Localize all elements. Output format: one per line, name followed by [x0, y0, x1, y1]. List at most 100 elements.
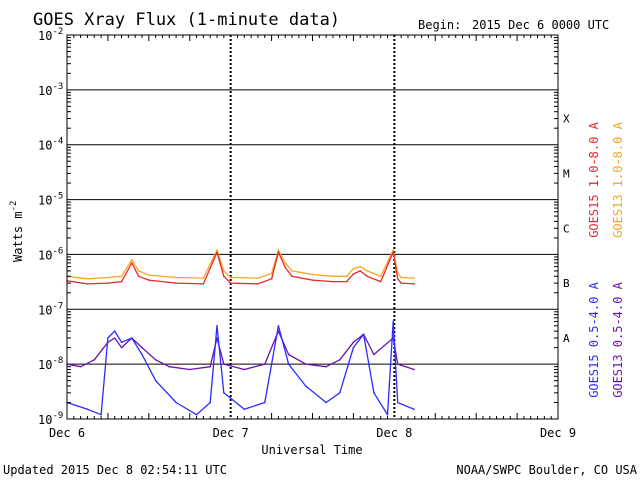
series-goes15-1-0-8-0-a — [66, 251, 415, 285]
data-point — [131, 337, 133, 339]
data-point — [386, 413, 389, 416]
legend-entry: GOES15 1.0-8.0 A — [587, 121, 601, 237]
data-point — [189, 368, 191, 371]
data-point — [175, 401, 177, 404]
data-point — [277, 251, 280, 253]
y-tick-label: 10-2 — [38, 27, 63, 43]
data-point — [311, 279, 314, 281]
data-point — [86, 278, 89, 280]
legend-entry: GOES13 1.0-8.0 A — [611, 121, 625, 237]
flare-class-labels: X M C B A — [563, 113, 570, 345]
x-tick-label: Dec 9 — [540, 426, 576, 440]
data-point — [284, 262, 287, 264]
data-point — [352, 346, 355, 349]
data-point — [352, 341, 355, 344]
data-point — [413, 368, 415, 371]
y-tick-label: 10-7 — [38, 301, 63, 317]
flare-class-A: A — [563, 332, 570, 345]
data-point — [209, 365, 211, 368]
data-point — [120, 275, 123, 278]
data-point — [264, 401, 266, 404]
data-point — [287, 353, 290, 356]
y-tick-label: 10-9 — [38, 411, 63, 427]
legend: GOES15 1.0-8.0 A GOES13 1.0-8.0 A GOES15 0… — [587, 121, 625, 397]
data-point — [392, 320, 395, 323]
flare-class-M: M — [563, 167, 570, 180]
data-point — [175, 276, 177, 279]
legend-entry: GOES13 0.5-4.0 A — [611, 281, 625, 397]
data-point — [202, 283, 205, 285]
series-layer — [66, 249, 415, 416]
flare-class-C: C — [563, 222, 570, 235]
data-point — [120, 341, 123, 344]
data-point — [131, 258, 133, 261]
data-point — [86, 408, 89, 411]
data-point — [392, 251, 395, 253]
data-point — [229, 276, 232, 279]
data-point — [100, 413, 102, 416]
series-goes15-0-5-4-0-a — [66, 320, 415, 416]
data-point — [257, 277, 259, 279]
data-point — [243, 368, 246, 371]
data-point — [229, 282, 232, 284]
data-point — [107, 276, 109, 279]
data-point — [120, 346, 123, 349]
data-point — [325, 401, 327, 404]
updated-timestamp: Updated 2015 Dec 8 02:54:11 UTC — [3, 463, 227, 477]
data-point — [137, 270, 140, 272]
data-point — [379, 280, 382, 283]
data-point — [175, 282, 177, 284]
data-point — [362, 333, 365, 336]
credit-text: NOAA/SWPC Boulder, CO USA — [456, 463, 637, 477]
x-axis-ticks: Dec 6 Dec 7 Dec 8 Dec 9 — [49, 35, 576, 440]
data-point — [345, 280, 348, 283]
data-point — [400, 276, 403, 279]
data-point — [154, 359, 157, 361]
legend-entry: GOES15 0.5-4.0 A — [587, 281, 601, 397]
data-point — [304, 363, 307, 365]
data-point — [413, 277, 415, 279]
data-point — [223, 270, 225, 272]
data-point — [270, 278, 273, 280]
data-point — [264, 363, 266, 365]
data-point — [202, 277, 205, 279]
data-point — [287, 363, 290, 365]
y-tick-label: 10-6 — [38, 246, 63, 262]
data-point — [93, 359, 96, 361]
data-point — [291, 275, 293, 278]
data-point — [79, 365, 82, 368]
data-point — [392, 249, 395, 251]
data-point — [277, 249, 280, 251]
data-point — [291, 270, 293, 272]
x-tick-label: Dec 7 — [213, 426, 249, 440]
data-point — [359, 270, 362, 272]
data-point — [209, 401, 211, 404]
data-point — [195, 413, 198, 416]
data-point — [223, 275, 225, 278]
data-point — [413, 283, 415, 285]
data-point — [120, 280, 123, 283]
data-point — [284, 266, 287, 269]
data-point — [345, 275, 348, 278]
data-point — [257, 283, 259, 285]
data-point — [107, 282, 109, 284]
data-point — [137, 275, 140, 278]
data-point — [223, 392, 225, 394]
data-point — [373, 353, 375, 356]
data-point — [277, 325, 280, 327]
data-point — [413, 408, 415, 411]
x-axis-label: Universal Time — [261, 443, 362, 457]
data-point — [107, 337, 109, 339]
data-point — [141, 353, 143, 356]
data-point — [131, 262, 133, 264]
grid — [67, 35, 558, 419]
data-point — [352, 273, 355, 275]
y-tick-label: 10-4 — [38, 137, 63, 153]
data-point — [141, 346, 143, 349]
data-point — [400, 282, 403, 284]
data-point — [339, 392, 341, 394]
data-point — [325, 365, 327, 368]
data-point — [243, 408, 246, 411]
data-point — [270, 272, 273, 275]
